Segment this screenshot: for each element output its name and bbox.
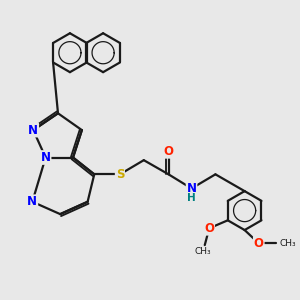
Text: N: N — [28, 124, 38, 136]
Text: N: N — [187, 182, 196, 195]
Text: O: O — [254, 237, 264, 250]
Text: CH₃: CH₃ — [194, 247, 211, 256]
Text: O: O — [164, 145, 174, 158]
Text: CH₃: CH₃ — [279, 239, 296, 248]
Text: H: H — [187, 193, 196, 203]
Text: N: N — [40, 151, 51, 164]
Text: N: N — [27, 195, 37, 208]
Text: S: S — [116, 168, 124, 181]
Text: O: O — [204, 222, 214, 235]
